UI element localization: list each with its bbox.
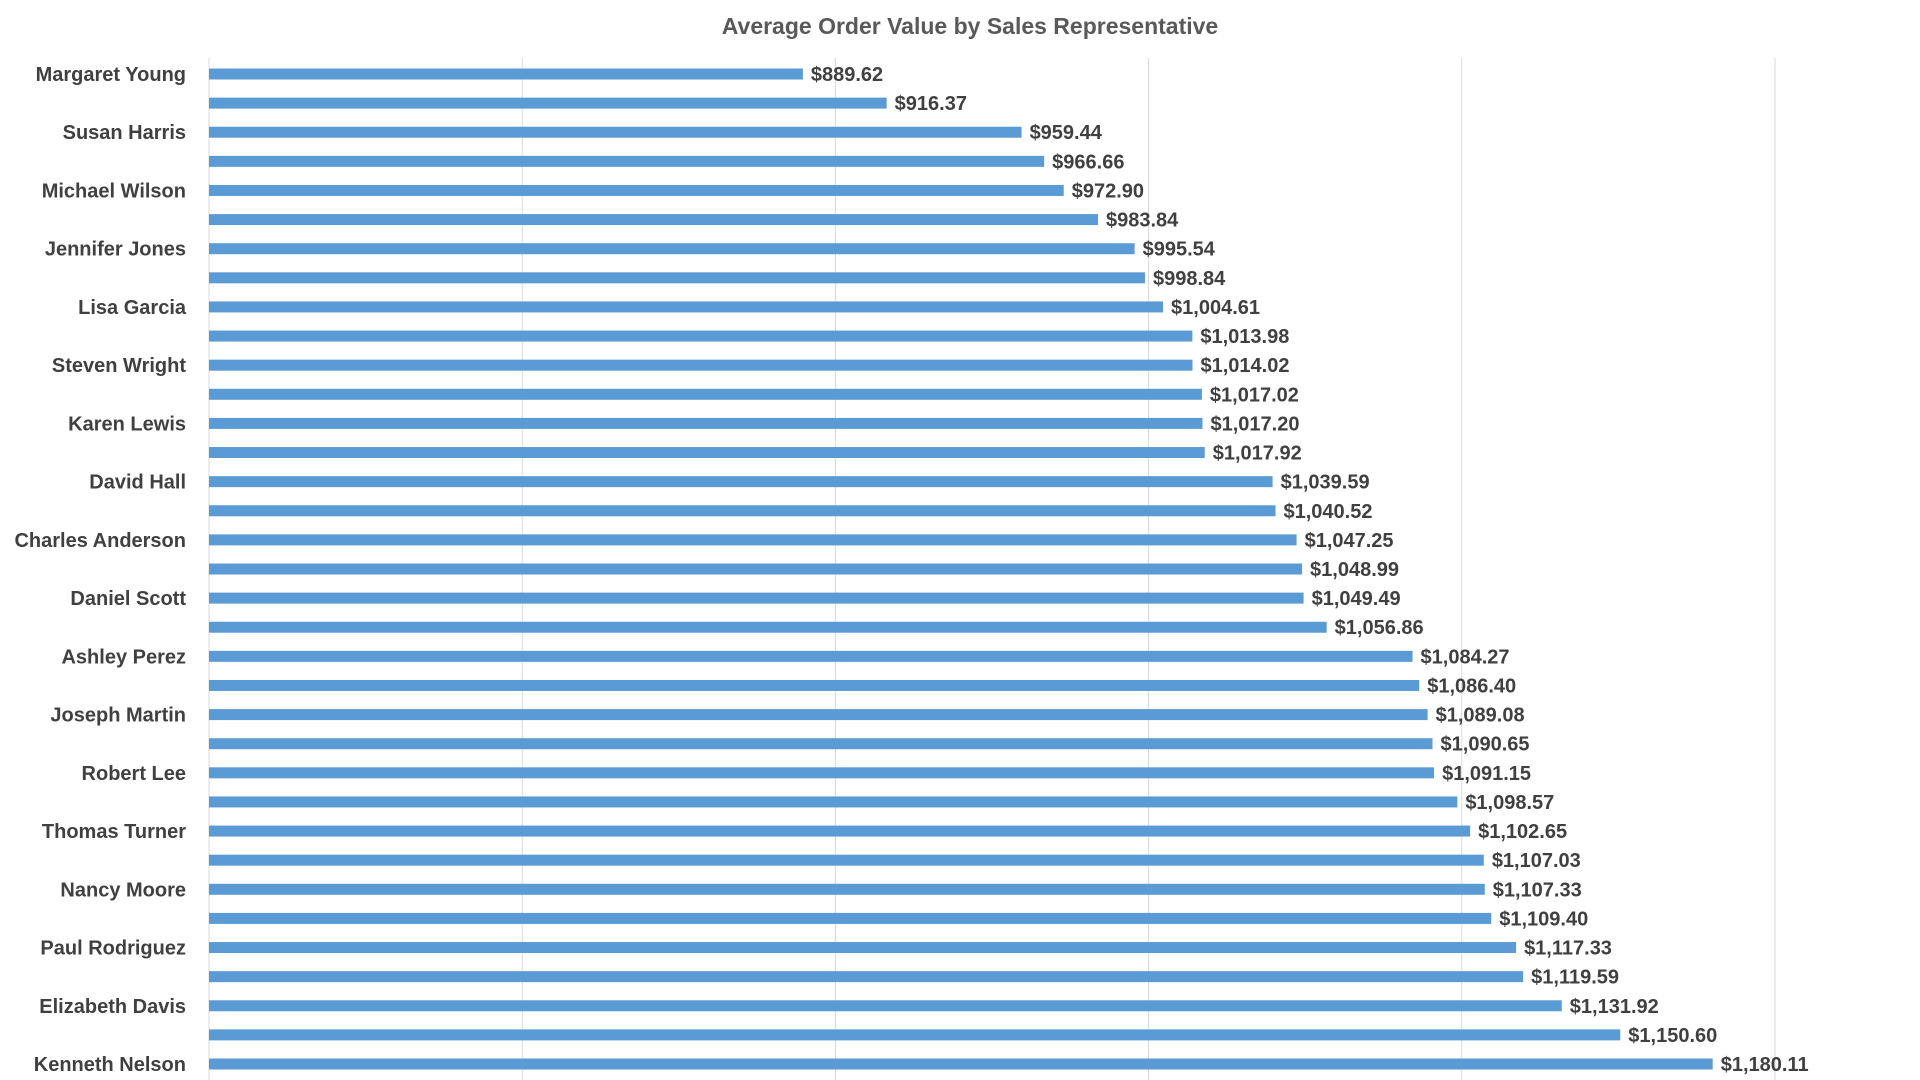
bar: [209, 563, 1303, 575]
category-label: David Hall: [89, 472, 186, 494]
category-label: Lisa Garcia: [78, 297, 187, 319]
category-label: Thomas Turner: [42, 821, 186, 843]
category-label: Jennifer Jones: [45, 239, 186, 261]
data-label: $972.90: [1072, 180, 1144, 202]
data-label: $1,119.59: [1531, 967, 1619, 989]
bar: [209, 1029, 1621, 1041]
bar: [209, 592, 1304, 604]
category-label: Daniel Scott: [70, 588, 186, 610]
category-label: Joseph Martin: [50, 705, 186, 727]
data-label: $1,004.61: [1171, 297, 1260, 319]
bar: [209, 97, 887, 109]
category-label: Margaret Young: [36, 64, 186, 86]
data-label: $1,089.08: [1436, 705, 1525, 727]
data-label: $983.84: [1106, 210, 1179, 232]
bar: [209, 301, 1164, 313]
bar: [209, 767, 1435, 779]
bar: [209, 447, 1205, 459]
category-label: Paul Rodriguez: [40, 938, 186, 960]
bar: [209, 417, 1203, 429]
bar: [209, 942, 1517, 954]
bar: [209, 330, 1193, 342]
data-label: $1,017.92: [1213, 443, 1302, 465]
bar: [209, 679, 1420, 691]
data-label: $1,098.57: [1465, 792, 1554, 814]
category-label: Elizabeth Davis: [39, 996, 186, 1018]
data-label: $995.54: [1143, 239, 1216, 261]
bar: [209, 126, 1022, 138]
data-label: $916.37: [895, 93, 967, 115]
data-label: $966.66: [1052, 151, 1124, 173]
category-label: Michael Wilson: [42, 180, 186, 202]
data-label: $1,131.92: [1570, 996, 1659, 1018]
data-label: $1,150.60: [1628, 1025, 1717, 1047]
bar: [209, 388, 1202, 400]
data-label: $1,040.52: [1284, 501, 1373, 523]
data-label: $1,180.11: [1721, 1054, 1809, 1076]
data-label: $1,014.02: [1201, 355, 1290, 377]
category-labels: Margaret Young Susan Harris Michael Wilson…: [14, 64, 186, 1076]
bar: [209, 359, 1193, 371]
category-label: Nancy Moore: [60, 879, 186, 901]
data-label: $998.84: [1153, 268, 1226, 290]
bar: [209, 825, 1471, 837]
data-label: $1,090.65: [1441, 734, 1530, 756]
bar: [209, 184, 1064, 196]
category-label: Ashley Perez: [61, 646, 186, 668]
data-label: $889.62: [811, 64, 883, 86]
bars: [209, 68, 1713, 1070]
data-label: $1,047.25: [1305, 530, 1394, 552]
bar: [209, 505, 1276, 517]
data-label: $1,086.40: [1427, 675, 1516, 697]
bar: [209, 272, 1145, 284]
data-label: $1,107.03: [1492, 850, 1581, 872]
data-label: $1,049.49: [1312, 588, 1401, 610]
bar: [209, 650, 1413, 662]
data-label: $1,102.65: [1478, 821, 1567, 843]
bar: [209, 912, 1492, 924]
data-label: $1,048.99: [1310, 559, 1399, 581]
data-label: $1,017.20: [1210, 413, 1299, 435]
bar: [209, 534, 1297, 546]
bar: [209, 1058, 1713, 1070]
category-label: Kenneth Nelson: [34, 1054, 186, 1076]
bar: [209, 476, 1273, 488]
bar: [209, 883, 1485, 895]
data-label: $1,084.27: [1421, 646, 1510, 668]
data-label: $1,107.33: [1493, 879, 1582, 901]
data-label: $1,109.40: [1499, 908, 1588, 930]
chart-title: Average Order Value by Sales Representat…: [722, 13, 1218, 39]
bar: [209, 971, 1524, 983]
bar: [209, 796, 1458, 808]
bar: [209, 1000, 1562, 1012]
bar: [209, 709, 1428, 721]
data-label: $1,117.33: [1524, 938, 1612, 960]
bar: [209, 621, 1327, 633]
data-label: $1,056.86: [1335, 617, 1424, 639]
value-labels: $889.62 $916.37 $959.44 $966.66 $972.90 $983.…: [811, 64, 1809, 1076]
category-label: Steven Wright: [52, 355, 186, 377]
data-label: $1,017.02: [1210, 384, 1299, 406]
bar: [209, 214, 1098, 226]
data-label: $1,013.98: [1200, 326, 1289, 348]
category-label: Robert Lee: [82, 763, 186, 785]
category-label: Karen Lewis: [68, 413, 186, 435]
bar: [209, 243, 1135, 255]
bar: [209, 738, 1433, 750]
category-label: Charles Anderson: [14, 530, 186, 552]
data-label: $1,039.59: [1281, 472, 1370, 494]
bar: [209, 854, 1484, 866]
bar: [209, 68, 803, 80]
data-label: $1,091.15: [1442, 763, 1531, 785]
bar: [209, 155, 1045, 167]
category-label: Susan Harris: [63, 122, 186, 144]
data-label: $959.44: [1030, 122, 1103, 144]
